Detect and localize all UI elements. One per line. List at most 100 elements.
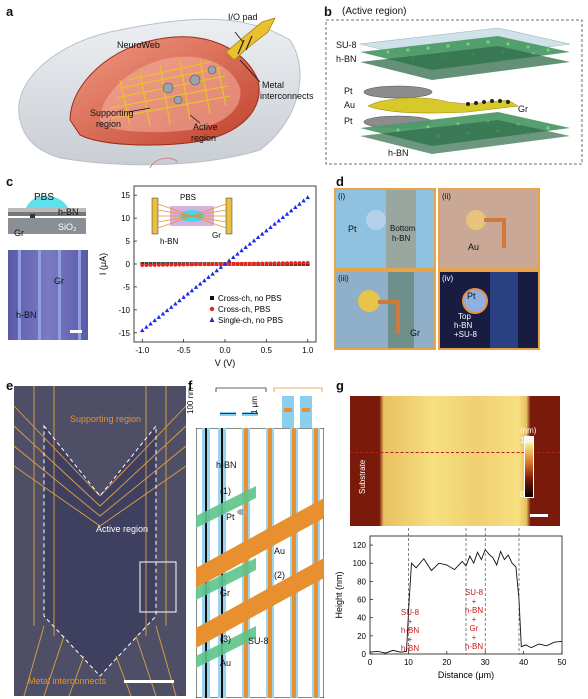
data-point bbox=[256, 261, 260, 266]
height-profile-chart: 0 10 20 30 40 50 0 20 40 60 80 100 120 Distance (μm) H… bbox=[334, 528, 567, 680]
au-circle bbox=[466, 210, 486, 230]
metal-interconnects-label: Metal interconnects bbox=[28, 676, 107, 686]
data-point bbox=[260, 261, 265, 266]
data-point bbox=[252, 261, 256, 266]
ann1-line: + bbox=[407, 617, 413, 626]
pt-i-label: Pt bbox=[348, 224, 357, 234]
micrograph-iii bbox=[334, 270, 436, 350]
supporting-region-label: region bbox=[96, 119, 122, 129]
data-point bbox=[181, 262, 186, 267]
gr-label: Gr bbox=[220, 588, 230, 598]
data-point bbox=[210, 271, 215, 276]
au-label: Au bbox=[344, 100, 356, 110]
micrograph-gr-channels bbox=[8, 250, 88, 340]
data-point bbox=[185, 262, 190, 267]
au1-label: Au bbox=[274, 546, 286, 556]
data-point bbox=[243, 244, 248, 249]
au-circle bbox=[358, 290, 380, 312]
panel-c: c PBS h-BN Gr SiO₂ Gr h-BN -1.0 -0.5 0.0 0.… bbox=[0, 172, 326, 372]
hbn-label: h-BN bbox=[216, 460, 237, 470]
data-point bbox=[285, 261, 289, 266]
data-point bbox=[218, 262, 223, 266]
inset-trace bbox=[157, 209, 193, 217]
data-point bbox=[272, 261, 277, 266]
pt-label: Pt bbox=[226, 512, 235, 522]
data-point bbox=[185, 291, 190, 296]
legend-marker bbox=[209, 306, 215, 312]
panel-c-letter: c bbox=[6, 174, 14, 189]
label-i: (i) bbox=[338, 192, 346, 201]
panel-f-letter: f bbox=[188, 378, 193, 393]
ann2-line: SU-8 bbox=[464, 588, 484, 597]
au2-label: Au bbox=[220, 658, 232, 668]
x-tick-label: 1.0 bbox=[302, 346, 314, 355]
data-point bbox=[255, 234, 261, 239]
data-point bbox=[206, 274, 211, 279]
data-point bbox=[169, 304, 174, 309]
inset-trace bbox=[157, 215, 193, 223]
data-point bbox=[305, 260, 310, 265]
data-point bbox=[276, 261, 281, 266]
ann2-line: + bbox=[471, 597, 477, 606]
x-tick-label: 50 bbox=[558, 658, 567, 667]
data-point bbox=[165, 262, 169, 267]
panel-b-letter: b bbox=[324, 4, 332, 19]
data-point bbox=[260, 231, 265, 236]
ann1-line: h-BN bbox=[400, 644, 420, 653]
pt-top-label: Pt bbox=[344, 86, 353, 96]
data-point bbox=[239, 261, 244, 266]
active-region-label: Active region bbox=[96, 524, 149, 534]
ann2-line: Gr bbox=[469, 624, 479, 633]
panel-f: f 100 nm 1 μm h-B bbox=[186, 376, 326, 699]
x-tick-label: -1.0 bbox=[135, 346, 149, 355]
data-point bbox=[235, 251, 240, 256]
pt-bottom-label: Pt bbox=[344, 116, 353, 126]
data-point bbox=[301, 198, 306, 203]
data-point bbox=[190, 262, 194, 267]
pbs-crosssection-schematic bbox=[8, 196, 86, 234]
y-tick-label: 60 bbox=[357, 596, 366, 605]
hbn-top-label: h-BN bbox=[336, 54, 357, 64]
data-point bbox=[177, 262, 182, 267]
afm-image bbox=[350, 396, 560, 526]
panel-e-letter: e bbox=[6, 378, 14, 393]
inset-electrode bbox=[151, 197, 159, 235]
ann2-line: h-BN bbox=[464, 606, 484, 615]
legend-marker bbox=[209, 317, 215, 322]
annotation-su8-hbn-hbn: SU-8 + h-BN + h-BN bbox=[390, 608, 430, 653]
x-axis-label: V (V) bbox=[215, 358, 236, 368]
color-bar bbox=[524, 436, 534, 498]
panel-a-letter: a bbox=[6, 4, 14, 19]
iv-curve-chart: -1.0 -0.5 0.0 0.5 1.0 -15 -10 -5 0 5 10 15 V (V) I (μ… bbox=[98, 185, 317, 368]
data-point bbox=[251, 238, 257, 243]
data-point bbox=[247, 241, 253, 246]
y-axis-label: I (μA) bbox=[98, 253, 108, 275]
scale-100nm-label: 100 nm bbox=[186, 387, 195, 414]
n1-label: (1) bbox=[220, 486, 231, 496]
data-point bbox=[231, 261, 236, 266]
x-tick-label: 40 bbox=[519, 658, 528, 667]
micro-gr-label: Gr bbox=[54, 276, 64, 286]
data-point bbox=[264, 261, 269, 266]
annotation-su8-hbn-gr-hbn: SU-8 + h-BN + Gr + h-BN bbox=[456, 588, 492, 651]
data-point bbox=[235, 261, 240, 266]
hbn-bottom-label: h-BN bbox=[388, 148, 409, 158]
data-point bbox=[181, 294, 186, 299]
inset-electrode bbox=[225, 197, 233, 235]
active-region-label: region bbox=[191, 133, 217, 143]
data-point bbox=[301, 261, 306, 265]
scale-1um-label: 1 μm bbox=[250, 396, 259, 414]
data-point bbox=[156, 263, 161, 267]
supporting-label: Supporting bbox=[90, 108, 134, 118]
inset-trace bbox=[191, 203, 227, 217]
data-point bbox=[293, 261, 298, 265]
sio2-label: SiO₂ bbox=[58, 222, 77, 232]
cbar-max-label: 100 bbox=[520, 436, 534, 445]
inset-hbn-label: h-BN bbox=[160, 237, 178, 246]
label-iii: (iii) bbox=[338, 274, 349, 283]
ann1-line: SU-8 bbox=[400, 608, 420, 617]
data-point bbox=[152, 318, 157, 323]
inset-gr-label: Gr bbox=[212, 231, 221, 240]
active-label: Active bbox=[193, 122, 218, 132]
inset-trace bbox=[157, 215, 193, 229]
